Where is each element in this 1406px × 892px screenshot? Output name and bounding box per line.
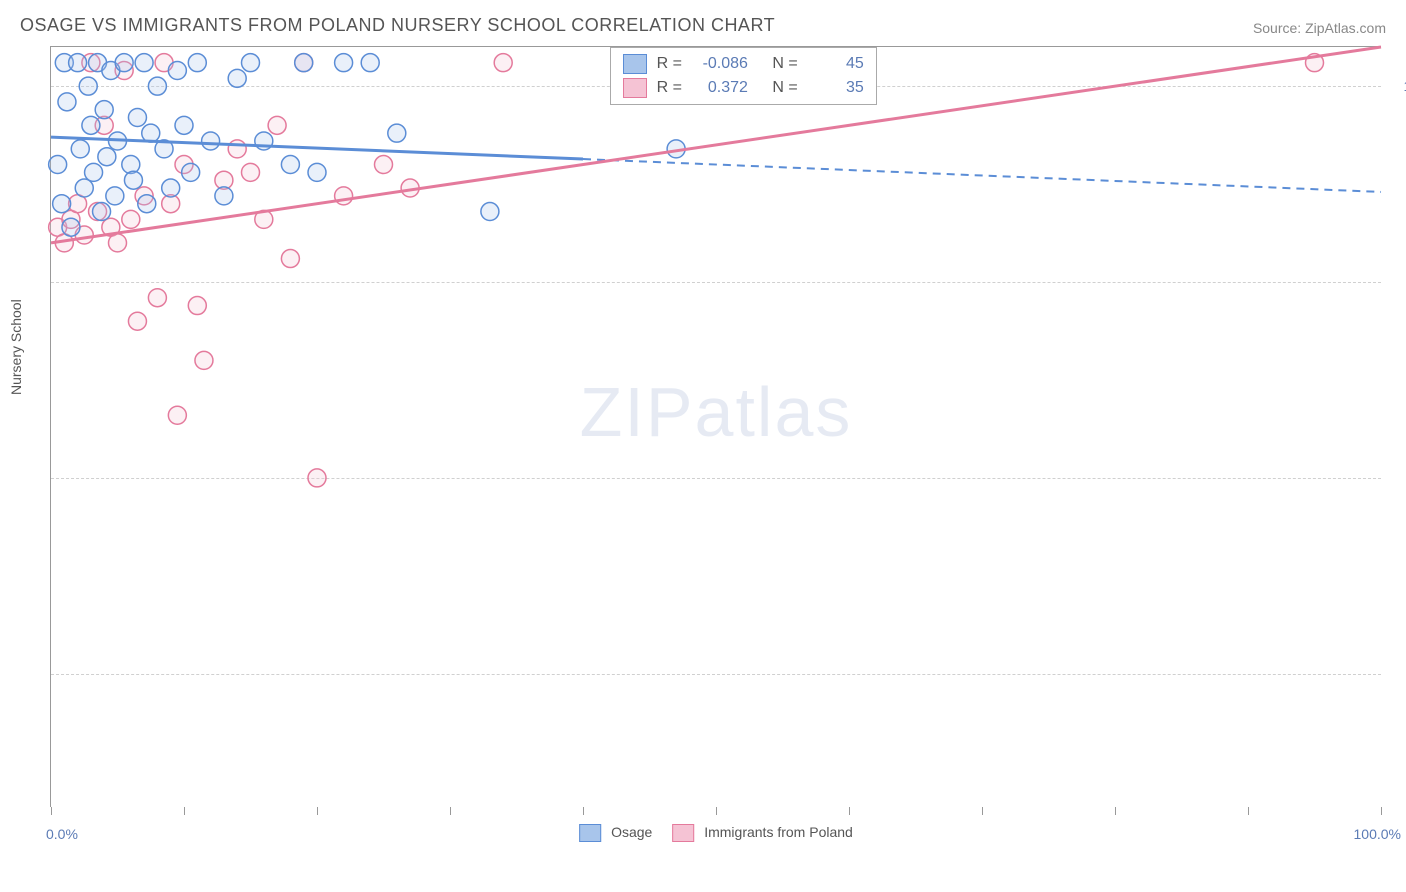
stats-row-poland: R = 0.372 N = 35 xyxy=(623,76,864,100)
n-label: N = xyxy=(772,79,797,97)
r-label: R = xyxy=(657,55,682,73)
x-axis-max-label: 100.0% xyxy=(1354,826,1401,842)
osage-n-value: 45 xyxy=(808,55,864,73)
chart-plot-area: Nursery School 92.5%95.0%97.5%100.0% ZIP… xyxy=(50,46,1381,807)
legend: Osage Immigrants from Poland xyxy=(579,824,853,842)
x-axis-min-label: 0.0% xyxy=(46,826,78,842)
r-label: R = xyxy=(657,79,682,97)
legend-label: Osage xyxy=(611,824,652,840)
scatter-plot-svg xyxy=(51,47,1381,807)
poland-n-value: 35 xyxy=(808,79,864,97)
y-axis-label: Nursery School xyxy=(8,299,24,395)
legend-label: Immigrants from Poland xyxy=(704,824,853,840)
poland-swatch-icon xyxy=(623,78,647,98)
osage-swatch-icon xyxy=(623,54,647,74)
legend-item-poland: Immigrants from Poland xyxy=(672,824,853,842)
stats-row-osage: R = -0.086 N = 45 xyxy=(623,52,864,76)
poland-r-value: 0.372 xyxy=(692,79,748,97)
chart-title: OSAGE VS IMMIGRANTS FROM POLAND NURSERY … xyxy=(20,15,775,36)
poland-legend-swatch-icon xyxy=(672,824,694,842)
osage-r-value: -0.086 xyxy=(692,55,748,73)
source-label: Source: ZipAtlas.com xyxy=(1253,20,1386,36)
osage-legend-swatch-icon xyxy=(579,824,601,842)
legend-item-osage: Osage xyxy=(579,824,652,842)
correlation-stats-box: R = -0.086 N = 45 R = 0.372 N = 35 xyxy=(610,47,877,105)
n-label: N = xyxy=(772,55,797,73)
